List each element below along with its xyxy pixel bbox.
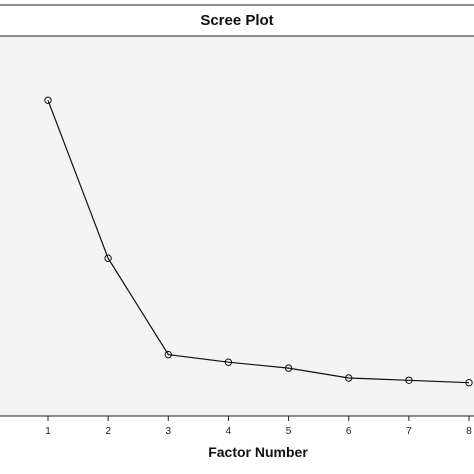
chart-title: Scree Plot [200, 12, 273, 29]
x-tick-label: 2 [105, 426, 111, 437]
data-point-marker [405, 376, 413, 384]
x-tick-label: 8 [466, 426, 472, 437]
x-axis-label: Factor Number [208, 444, 308, 460]
data-point-marker [465, 379, 473, 387]
series-group [44, 96, 473, 387]
data-point-marker [104, 254, 112, 262]
x-tick-label: 1 [45, 426, 51, 437]
plot-area [0, 36, 474, 416]
x-tick-label: 5 [286, 426, 292, 437]
data-point-marker [44, 96, 52, 105]
series-line [47, 100, 470, 384]
x-tick-label: 3 [166, 426, 172, 437]
x-axis-ticks: 1 2 3 4 5 6 7 8 [45, 416, 472, 437]
x-tick-label: 6 [346, 426, 352, 437]
data-point-marker [284, 364, 293, 372]
x-tick-label: 7 [406, 426, 412, 437]
x-tick-label: 4 [226, 426, 232, 437]
data-point-marker [164, 350, 173, 359]
data-point-marker [345, 374, 353, 382]
data-point-marker [224, 358, 233, 366]
